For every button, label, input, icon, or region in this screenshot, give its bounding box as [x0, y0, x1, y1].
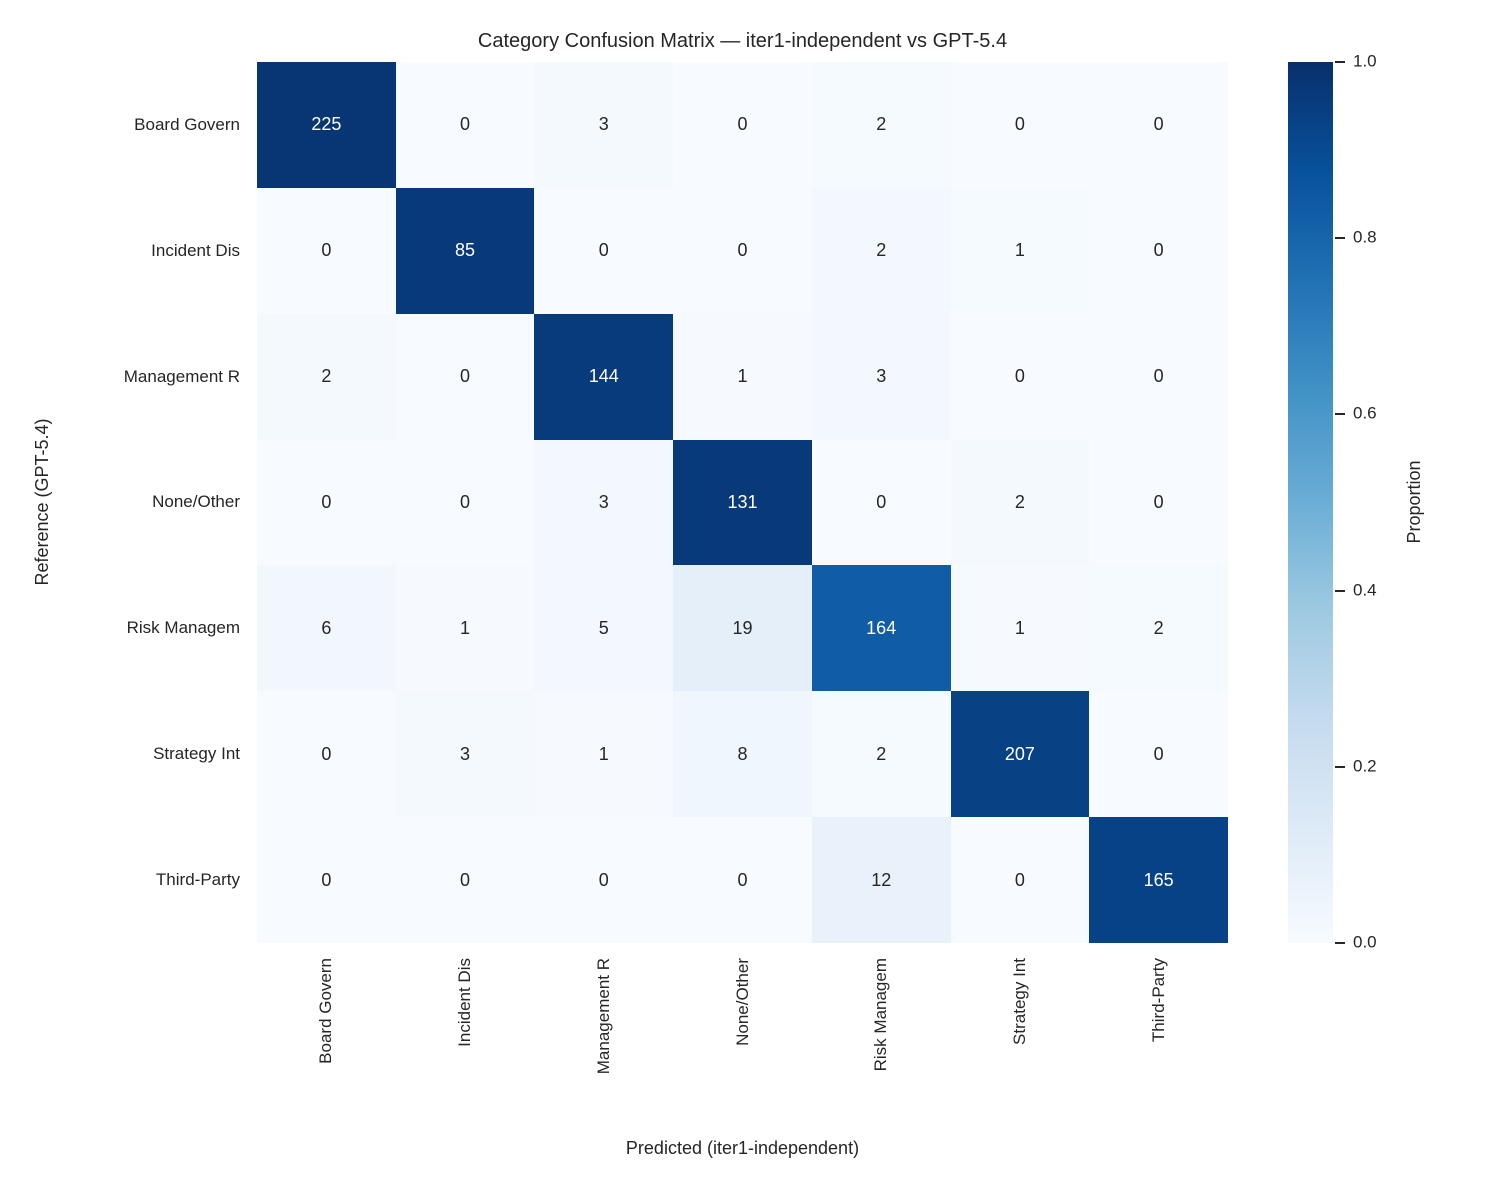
matrix-cell: 3 — [534, 62, 674, 188]
matrix-cell: 12 — [811, 817, 951, 943]
matrix-cell: 2 — [257, 313, 396, 440]
y-tick-label: Management R — [123, 366, 240, 386]
colorbar-tick — [1335, 765, 1345, 768]
matrix-cell: 2 — [1089, 565, 1228, 692]
matrix-cell: 1 — [950, 565, 1090, 692]
matrix-cell: 1 — [534, 691, 674, 818]
matrix-cell: 0 — [1089, 691, 1228, 818]
y-tick-label: Board Govern — [134, 114, 240, 134]
matrix-cell: 2 — [811, 62, 951, 188]
colorbar-tick — [1335, 237, 1345, 240]
matrix-cell: 0 — [673, 62, 812, 188]
matrix-cell: 0 — [673, 817, 812, 943]
matrix-cell: 0 — [1089, 187, 1228, 314]
y-tick-label: Incident Dis — [151, 240, 240, 260]
matrix-cell: 0 — [257, 187, 396, 314]
matrix-cell: 0 — [534, 817, 674, 943]
colorbar-tick — [1335, 61, 1345, 63]
matrix-cell: 1 — [673, 313, 812, 440]
matrix-cell: 5 — [534, 565, 674, 692]
matrix-cell: 0 — [257, 817, 396, 943]
x-axis-label: Predicted (iter1-independent) — [625, 1138, 860, 1158]
colorbar-tick-label: 1.0 — [1353, 51, 1377, 71]
colorbar-tick — [1335, 413, 1345, 416]
colorbar-tick-label: 0.4 — [1353, 580, 1377, 600]
colorbar-tick — [1335, 589, 1345, 592]
matrix-cell: 0 — [950, 313, 1090, 440]
matrix-cell: 0 — [395, 817, 535, 943]
matrix-cell: 6 — [257, 565, 396, 692]
matrix-cell: 2 — [950, 439, 1090, 566]
colorbar-label: Proportion — [1404, 460, 1424, 544]
matrix-cell: 207 — [950, 691, 1090, 818]
matrix-cell: 19 — [673, 565, 812, 692]
y-tick-label: None/Other — [152, 492, 240, 512]
matrix-cell: 0 — [395, 313, 535, 440]
matrix-cell: 85 — [395, 187, 535, 314]
matrix-cell: 0 — [673, 187, 812, 314]
matrix-cell: 0 — [950, 817, 1090, 943]
matrix-cell: 0 — [395, 62, 535, 188]
matrix-cell: 0 — [1089, 313, 1228, 440]
heatmap-grid: 225 0 3 0 2 0 0 0 85 0 0 2 1 0 2 0 144 1 3 0 0 0 0 3 131 0 2 0 6 1 5 19… — [257, 62, 1228, 943]
chart-title: Category Confusion Matrix — iter1-indepe… — [477, 30, 1008, 52]
colorbar-tick-label: 0.8 — [1353, 227, 1377, 247]
colorbar-tick-label: 0.6 — [1353, 403, 1377, 423]
matrix-cell: 144 — [534, 313, 674, 440]
matrix-cell: 0 — [1089, 439, 1228, 566]
colorbar-gradient — [1288, 62, 1333, 943]
matrix-cell: 1 — [950, 187, 1090, 314]
y-tick-label: Third-Party — [155, 870, 240, 890]
matrix-cell: 164 — [811, 565, 951, 692]
matrix-cell: 0 — [950, 62, 1090, 188]
matrix-cell: 0 — [1089, 62, 1228, 188]
colorbar-tick-label: 0.2 — [1353, 756, 1377, 776]
matrix-cell: 131 — [673, 439, 812, 566]
matrix-cell: 0 — [257, 691, 396, 818]
matrix-cell: 0 — [395, 439, 535, 566]
matrix-cell: 0 — [811, 439, 951, 566]
matrix-cell: 225 — [257, 62, 396, 188]
y-tick-label: Strategy Int — [153, 744, 240, 764]
matrix-cell: 1 — [395, 565, 535, 692]
colorbar-tick-label: 0.0 — [1353, 932, 1377, 952]
matrix-cell: 2 — [811, 691, 951, 818]
matrix-cell: 8 — [673, 691, 812, 818]
matrix-cell: 3 — [811, 313, 951, 440]
matrix-cell: 0 — [534, 187, 674, 314]
matrix-cell: 0 — [257, 439, 396, 566]
y-tick-label: Risk Managem — [126, 618, 240, 638]
colorbar-tick — [1335, 942, 1345, 944]
matrix-cell: 165 — [1089, 817, 1228, 943]
matrix-cell: 2 — [811, 187, 951, 314]
matrix-cell: 3 — [534, 439, 674, 566]
matrix-cell: 3 — [395, 691, 535, 818]
